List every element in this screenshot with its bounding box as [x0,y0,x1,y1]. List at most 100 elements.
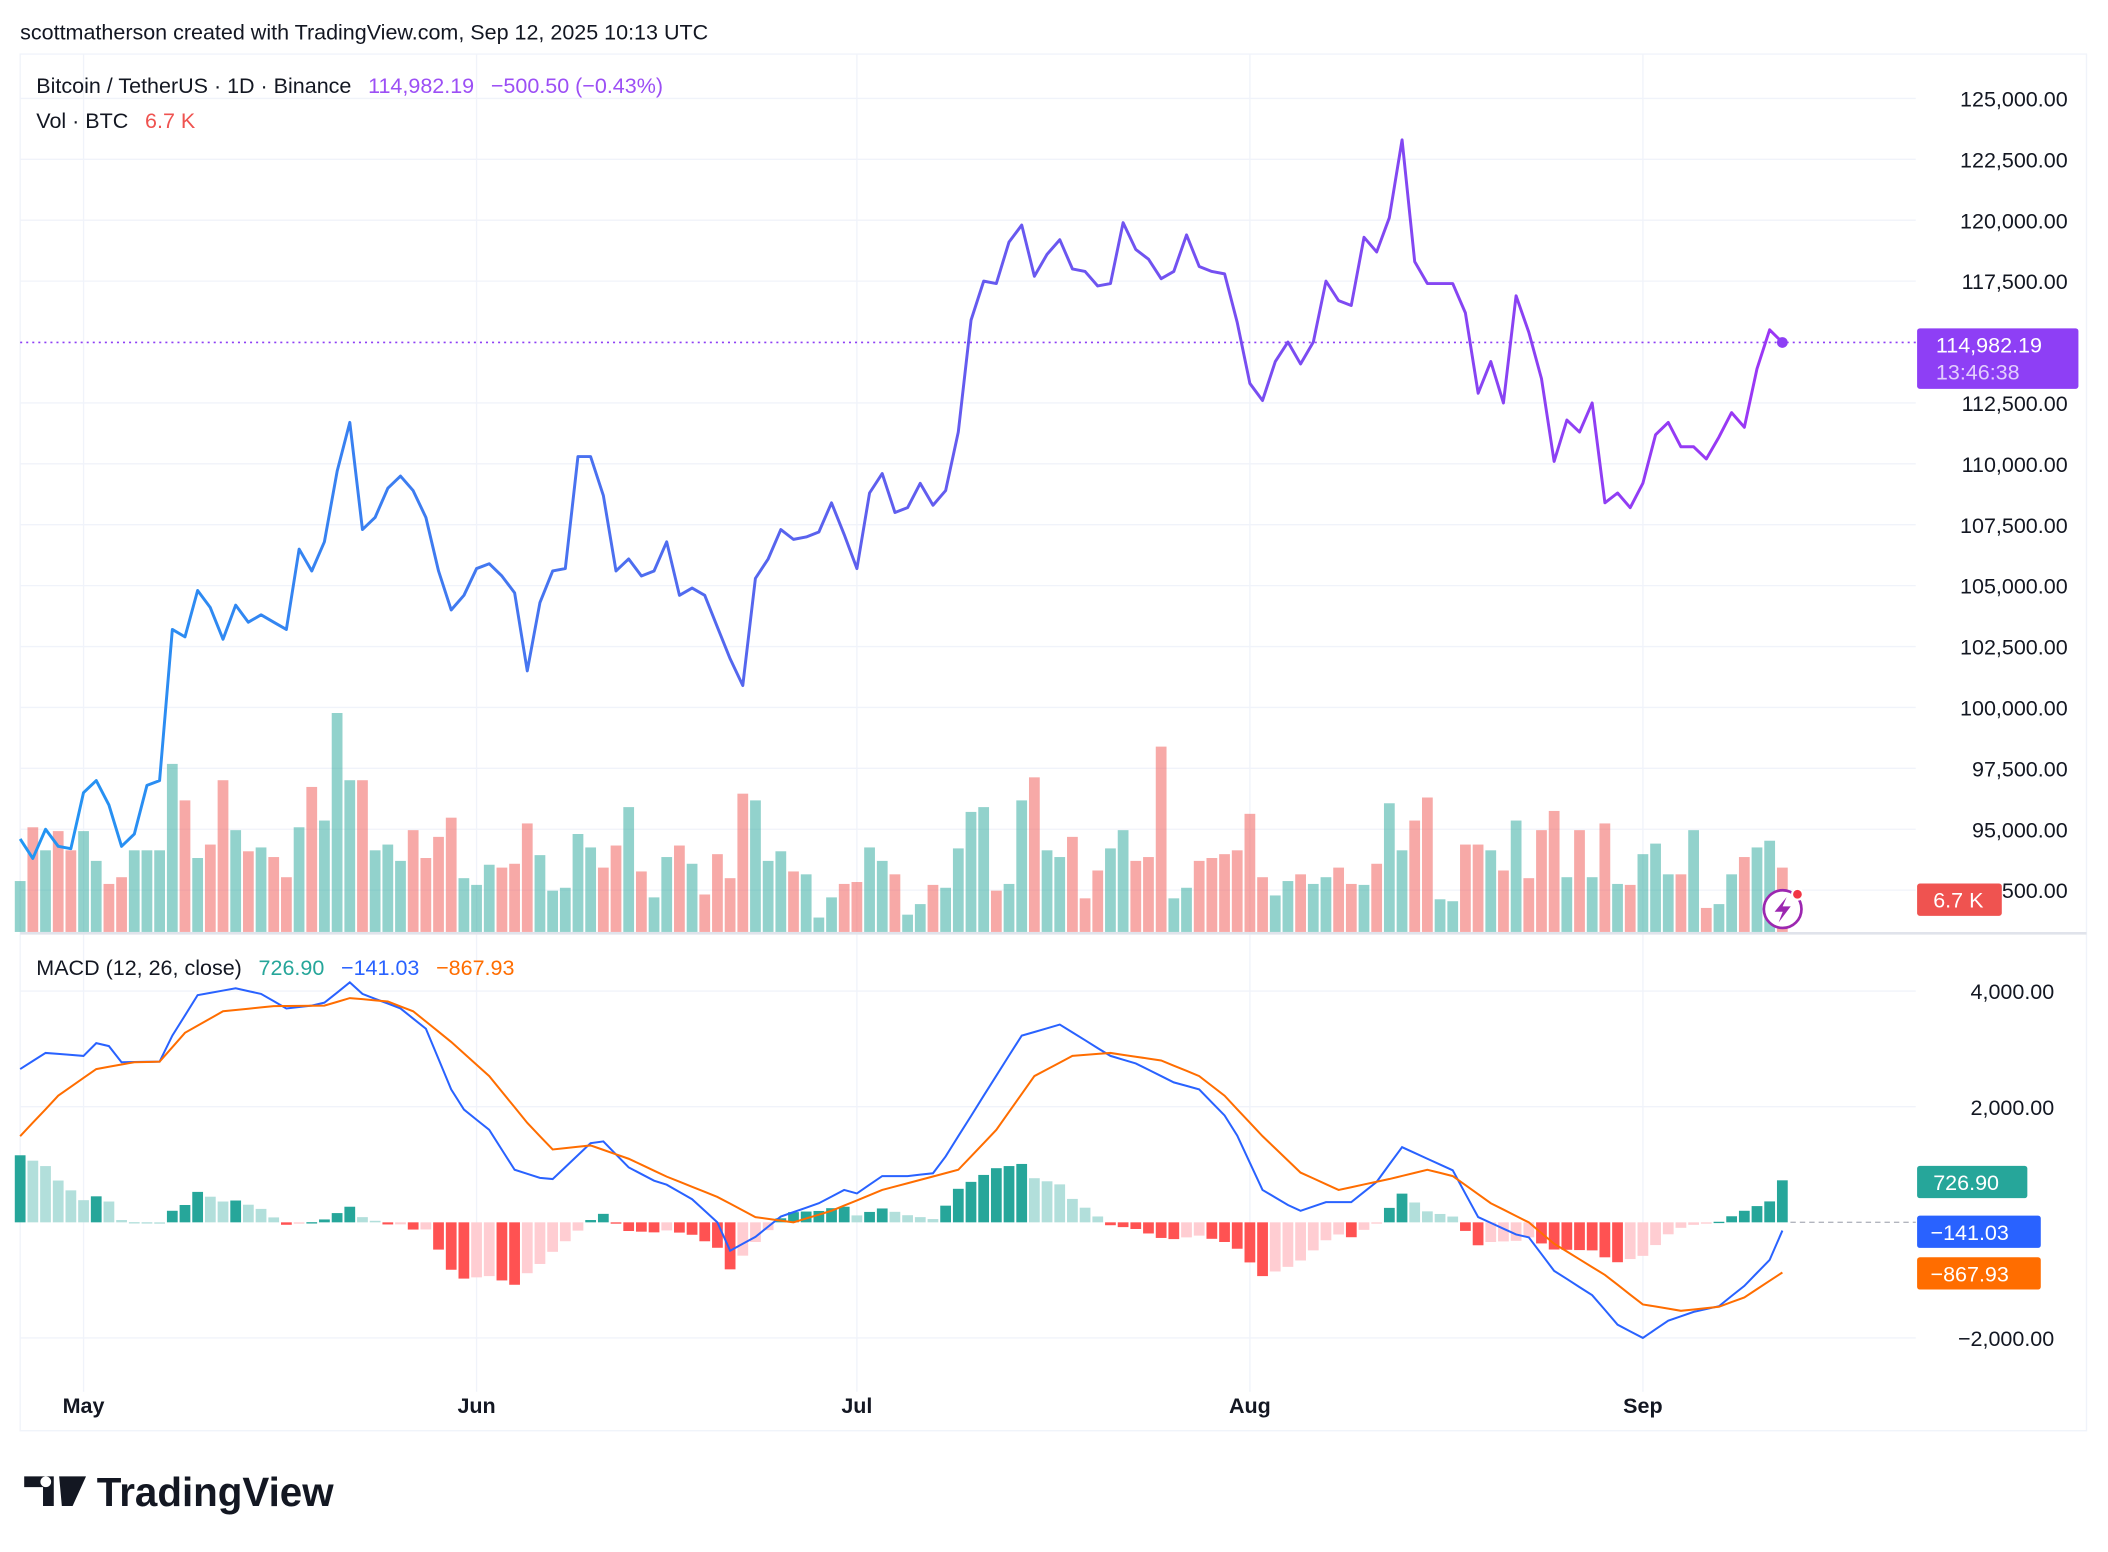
symbol-legend[interactable]: Bitcoin / TetherUS · 1D · Binance 114,98… [36,74,663,98]
volume-bar [1548,810,1560,932]
volume-bar [1333,867,1345,932]
volume-bar [230,830,242,932]
attribution: scottmatherson created with TradingView.… [20,20,708,44]
volume-bar [1536,830,1547,932]
macd-histogram-bar [433,1222,444,1250]
volume-bar [1650,843,1661,932]
volume-bar [623,807,635,932]
macd-axis[interactable]: 4,000.00 2,000.00 −2,000.00 [1958,980,2054,1351]
volume-bar [978,807,990,932]
macd-histogram-bar [141,1222,153,1224]
volume-bar [838,883,850,932]
macd-histogram-bar [1700,1222,1712,1224]
volume-bar [1434,899,1446,932]
macd-histogram-bar [1396,1193,1408,1223]
price-line [18,138,1784,860]
macd-histogram-bar [331,1213,343,1223]
volume-bar [521,823,533,932]
volume-bar [1016,800,1028,932]
price-axis[interactable]: 125,000.00 122,500.00 120,000.00 117,500.00… [1960,87,2068,903]
volume-legend[interactable]: Vol · BTC 6.7 K [36,109,196,133]
volume-bar [1257,877,1268,932]
price-tick-label: 100,000.00 [1960,697,2068,721]
macd-histogram-bar [1713,1221,1725,1224]
macd-histogram-bar [166,1210,178,1223]
time-tick-label: Jun [457,1394,495,1418]
time-tick-label: Sep [1623,1394,1662,1418]
volume-bar [1662,874,1674,932]
macd-histogram-bar [65,1190,77,1223]
tradingview-logo[interactable]: TradingView [24,1469,334,1515]
volume-bar [217,780,229,932]
volume-bar [788,871,799,932]
macd-histogram-bar [1675,1222,1687,1228]
last-price-badge: 114,982.19 13:46:38 [1917,328,2079,389]
volume-bar [686,863,698,932]
logo-text: TradingView [97,1469,334,1515]
volume-badge: 6.7 K [1917,883,2002,916]
volume-bar [204,844,216,932]
macd-histogram-bar [712,1222,723,1248]
macd-histogram-bar [14,1155,26,1223]
macd-histogram-bar [1574,1222,1585,1251]
macd-histogram-bar [1688,1222,1699,1225]
volume-bar [1371,863,1383,932]
time-axis[interactable]: May Jun Jul Aug Sep [63,1394,1663,1418]
macd-legend[interactable]: MACD (12, 26, close) 726.90 −141.03 −867… [36,956,514,980]
volume-bar [1561,877,1573,932]
volume-bar [1421,797,1433,932]
volume-bar [876,860,888,932]
macd-histogram-bar [1028,1178,1040,1223]
macd-histogram-bar [623,1222,635,1232]
volume-bar [1675,874,1687,932]
volume-bar [1143,857,1154,932]
macd-histogram-bar [40,1166,51,1223]
price-tick-label: 125,000.00 [1960,87,2068,111]
macd-histogram-bar [509,1222,520,1285]
macd-hist-badge: 726.90 [1917,1165,2028,1199]
volume-badge-text: 6.7 K [1933,889,1984,913]
macd-histogram-bar [838,1206,850,1223]
price-tick-label: 107,500.00 [1960,514,2068,538]
volume-bar [889,874,901,932]
volume-bar [1079,898,1091,932]
volume-bar [1206,858,1218,932]
macd-histogram-bar [52,1180,64,1223]
volume-bar [1193,860,1205,932]
volume-bar [1105,848,1116,932]
volume-bar [1726,874,1738,932]
macd-histogram-bar [1371,1222,1383,1224]
signal-badge: −867.93 [1917,1257,2041,1290]
volume-bar [1485,850,1497,932]
volume-bar [458,878,470,932]
macd-histogram-bar [940,1205,952,1223]
macd-histogram-bar [800,1211,812,1223]
volume-bar [1472,844,1484,932]
macd-histogram-bar [1764,1201,1776,1223]
macd-histogram-bar [1117,1222,1129,1228]
volume-bar [27,827,39,932]
macd-histogram-bar [471,1222,482,1278]
macd-histogram-bar [1168,1222,1180,1240]
macd-histogram-bar [1447,1216,1459,1223]
price-tick-label: 102,500.00 [1960,636,2068,660]
macd-histogram-bar [585,1220,597,1223]
macd-histogram-bar [1231,1222,1243,1249]
volume-bar [1092,870,1104,932]
lightning-button[interactable] [1762,887,1804,930]
volume-bar [483,864,495,932]
volume-bar [1498,870,1509,932]
macd-histogram-bar [1320,1222,1332,1241]
macd-histogram-bar [1257,1222,1268,1277]
macd-histogram-bar [1054,1184,1066,1223]
volume-bar [242,851,254,932]
macd-histogram-bar [369,1220,381,1223]
macd-histogram-bar [1776,1180,1788,1223]
macd-histogram-bar [1079,1207,1091,1223]
volume-bar [648,897,660,932]
price-tick-label: 97,500.00 [1972,757,2068,781]
volume-bar [382,844,394,932]
volume-bar [433,836,444,932]
volume-bar [1130,860,1142,932]
macd-histogram-bar [1726,1216,1738,1223]
